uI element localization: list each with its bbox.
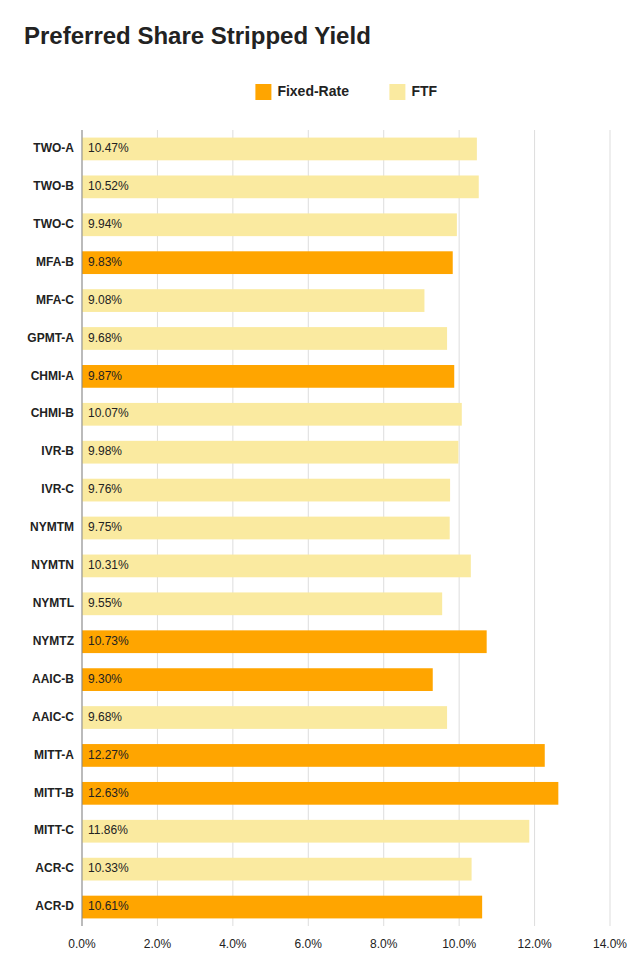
- legend: Fixed-Rate FTF: [255, 83, 437, 100]
- bar: [82, 668, 433, 691]
- bar: [82, 327, 447, 350]
- data-label: 9.30%: [88, 672, 122, 686]
- legend-label: FTF: [411, 83, 437, 99]
- bar: [82, 251, 453, 274]
- category-label: TWO-C: [33, 217, 74, 231]
- data-label: 10.47%: [88, 141, 129, 155]
- data-label: 9.83%: [88, 255, 122, 269]
- x-axis: 0.0% 2.0% 4.0% 6.0% 8.0% 10.0% 12.0% 14.0%: [68, 937, 627, 951]
- data-label: 9.75%: [88, 520, 122, 534]
- grid-line: [82, 130, 83, 926]
- data-label: 9.68%: [88, 331, 122, 345]
- data-label: 9.55%: [88, 596, 122, 610]
- x-tick-label: 10.0%: [442, 937, 476, 951]
- bar: [82, 213, 457, 236]
- x-tick-label: 8.0%: [370, 937, 398, 951]
- data-label: 12.63%: [88, 786, 129, 800]
- x-tick-label: 4.0%: [219, 937, 247, 951]
- x-tick-label: 6.0%: [295, 937, 323, 951]
- data-label: 11.86%: [88, 823, 128, 837]
- category-label: NYMTZ: [33, 634, 74, 648]
- legend-swatch: [255, 84, 271, 100]
- category-label: MITT-C: [34, 823, 74, 837]
- data-label: 10.52%: [88, 179, 129, 193]
- category-label: MFA-B: [36, 255, 74, 269]
- x-tick-label: 0.0%: [68, 937, 96, 951]
- category-label: TWO-A: [33, 141, 74, 155]
- x-tick-label: 14.0%: [593, 937, 627, 951]
- bar: [82, 858, 472, 881]
- bar: [82, 479, 450, 502]
- bar: [82, 820, 529, 843]
- data-label: 9.08%: [88, 293, 122, 307]
- bar: [82, 744, 545, 767]
- bar: [82, 138, 477, 161]
- data-label: 10.33%: [88, 861, 129, 875]
- bar: [82, 630, 487, 653]
- category-label: AAIC-C: [32, 710, 74, 724]
- category-label: NYMTM: [30, 520, 74, 534]
- bar: [82, 782, 558, 805]
- bar: [82, 555, 471, 578]
- category-label: CHMI-A: [31, 369, 75, 383]
- category-label: CHMI-B: [31, 406, 75, 420]
- bar: [82, 706, 447, 729]
- data-label: 9.98%: [88, 444, 122, 458]
- category-label: TWO-B: [33, 179, 74, 193]
- bar: [82, 441, 458, 464]
- grid-line: [610, 130, 611, 926]
- category-label: ACR-C: [35, 861, 74, 875]
- category-label: ACR-D: [35, 899, 74, 913]
- data-label: 9.76%: [88, 482, 122, 496]
- bar: [82, 175, 479, 198]
- y-axis: TWO-A TWO-B TWO-C MFA-B MFA-C GPMT-A CHMI-A CHM…: [27, 141, 74, 913]
- title: Preferred Share Stripped Yield: [24, 22, 371, 49]
- category-label: AAIC-B: [32, 672, 74, 686]
- axis-line: [82, 130, 83, 926]
- data-label: 10.73%: [88, 634, 129, 648]
- bar: [82, 403, 462, 426]
- bar: [82, 517, 450, 540]
- data-label: 10.07%: [88, 406, 129, 420]
- data-label: 10.31%: [88, 558, 129, 572]
- bar: [82, 365, 454, 388]
- bar: [82, 289, 424, 312]
- legend-label: Fixed-Rate: [277, 83, 349, 99]
- category-label: IVR-C: [41, 482, 74, 496]
- data-label: 9.94%: [88, 217, 122, 231]
- category-label: MITT-A: [34, 748, 74, 762]
- grid: [82, 130, 610, 926]
- legend-swatch: [389, 84, 405, 100]
- data-label: 9.87%: [88, 369, 122, 383]
- grid-line: [459, 130, 460, 926]
- chart: Preferred Share Stripped Yield 0.0% 2.0% 4.…: [0, 0, 640, 976]
- data-labels: 9.83% 9.87% 10.73% 9.30% 12.27% 12.63% 10.61% 1…: [88, 141, 129, 913]
- category-label: IVR-B: [41, 444, 74, 458]
- bar: [82, 592, 442, 615]
- data-label: 10.61%: [88, 899, 129, 913]
- category-label: MFA-C: [36, 293, 74, 307]
- grid-line: [534, 130, 535, 926]
- category-label: NYMTN: [31, 558, 74, 572]
- x-tick-label: 12.0%: [518, 937, 552, 951]
- data-label: 9.68%: [88, 710, 122, 724]
- category-label: GPMT-A: [27, 331, 74, 345]
- data-label: 12.27%: [88, 748, 129, 762]
- bars: [82, 138, 558, 919]
- bar: [82, 896, 482, 919]
- category-label: NYMTL: [33, 596, 74, 610]
- category-label: MITT-B: [34, 786, 74, 800]
- x-tick-label: 2.0%: [144, 937, 172, 951]
